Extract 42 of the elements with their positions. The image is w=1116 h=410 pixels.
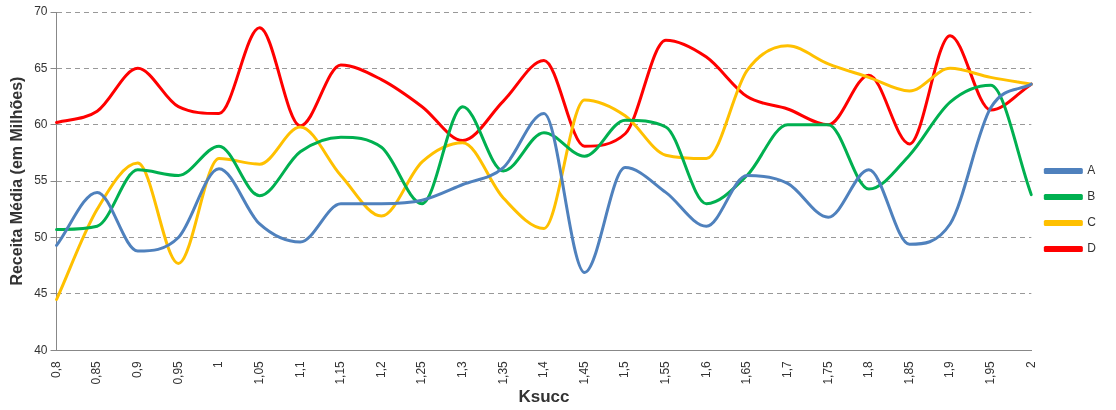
legend-label: C [1087,215,1097,230]
y-tick-label: 60 [34,117,48,132]
x-tick-label: 1,8 [861,360,876,378]
x-tick-label: 0,95 [170,360,185,385]
y-tick-label: 70 [34,4,48,19]
x-tick-label: 1,95 [983,360,998,385]
x-axis-title: Ksucc [518,387,570,407]
line-series [55,82,1033,274]
x-tick-label: 1,75 [820,360,835,385]
x-tick-label: 1,05 [251,360,266,385]
x-tick-label: 1,55 [658,360,673,385]
x-tick-label: 0,85 [89,360,104,385]
x-tick-label: 1,7 [779,360,794,378]
y-tick-label: 50 [34,229,48,244]
x-tick-label: 1,65 [739,360,754,385]
x-tick-label: 1,1 [292,360,307,378]
y-tick-label: 40 [34,342,48,357]
line-series [55,26,1033,148]
y-tick-label: 45 [34,286,48,301]
legend-label: B [1087,189,1096,204]
x-tick-label: 1 [211,360,226,368]
x-tick-label: 1,35 [495,360,510,385]
line-series [55,44,1033,302]
x-tick-label: 0,9 [130,360,145,378]
y-tick-label: 65 [34,60,48,75]
legend-label: D [1087,241,1097,256]
line-series [55,83,1033,232]
x-tick-label: 1,85 [901,360,916,385]
y-tick-label: 55 [34,173,48,188]
x-tick-label: 0,8 [48,360,63,378]
legend-label: A [1087,163,1096,178]
y-axis-title: Receita Média (em Milhões) [8,76,26,286]
x-tick-label: 1,5 [617,360,632,378]
x-tick-label: 1,25 [414,360,429,385]
x-tick-label: 1,2 [373,360,388,378]
x-tick-label: 1,4 [536,360,551,378]
x-tick-label: 1,15 [333,360,348,385]
x-tick-label: 1,6 [698,360,713,378]
x-tick-label: 1,3 [455,360,470,378]
x-tick-label: 1,9 [942,360,957,378]
x-tick-label: 2 [1023,360,1038,368]
x-tick-label: 1,45 [576,360,591,385]
